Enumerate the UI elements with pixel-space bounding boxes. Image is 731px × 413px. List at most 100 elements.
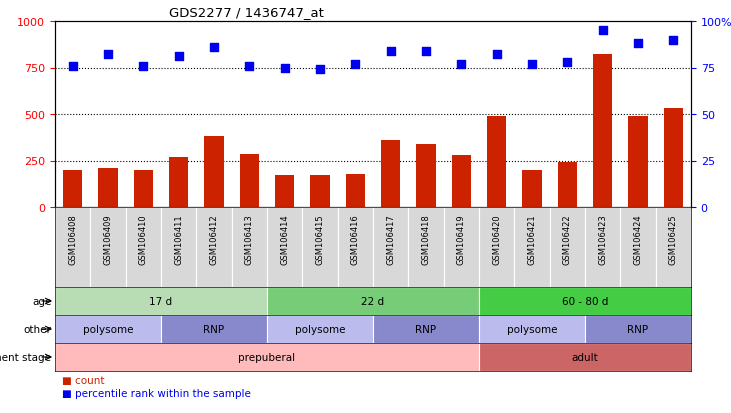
Text: polysome: polysome [295, 324, 345, 334]
Text: 17 d: 17 d [149, 296, 173, 306]
Text: GSM106414: GSM106414 [280, 214, 289, 264]
Text: GSM106417: GSM106417 [386, 214, 395, 264]
Text: GSM106416: GSM106416 [351, 214, 360, 264]
Point [208, 45, 220, 51]
Bar [232, 207, 267, 287]
Point [102, 52, 114, 59]
Text: 22 d: 22 d [361, 296, 385, 306]
Text: adult: adult [572, 352, 599, 362]
Text: ■ percentile rank within the sample: ■ percentile rank within the sample [62, 389, 251, 399]
Bar [310, 176, 330, 207]
Bar [479, 315, 585, 343]
Bar [169, 157, 189, 207]
Bar [197, 207, 232, 287]
Text: RNP: RNP [627, 324, 648, 334]
Bar [593, 55, 613, 207]
Bar [98, 169, 118, 207]
Bar [479, 207, 515, 287]
Bar [161, 207, 197, 287]
Bar [452, 156, 471, 207]
Point [561, 59, 573, 66]
Bar [416, 145, 436, 207]
Bar [240, 154, 259, 207]
Text: GSM106420: GSM106420 [492, 214, 501, 264]
Bar [664, 109, 683, 207]
Bar [126, 207, 161, 287]
Bar [204, 137, 224, 207]
Point [420, 48, 432, 55]
Bar [161, 315, 267, 343]
Text: GSM106422: GSM106422 [563, 214, 572, 264]
Point [667, 37, 679, 44]
Text: GSM106424: GSM106424 [634, 214, 643, 264]
Bar [63, 171, 83, 207]
Point [173, 54, 184, 61]
Text: GSM106418: GSM106418 [422, 214, 431, 264]
Text: GSM106409: GSM106409 [104, 214, 113, 264]
Text: RNP: RNP [415, 324, 436, 334]
Text: GSM106410: GSM106410 [139, 214, 148, 264]
Point [455, 61, 467, 68]
Point [67, 63, 78, 70]
Bar [134, 171, 153, 207]
Text: GSM106425: GSM106425 [669, 214, 678, 264]
Point [526, 61, 538, 68]
Bar [267, 207, 303, 287]
Bar [338, 207, 373, 287]
Text: GSM106421: GSM106421 [528, 214, 537, 264]
Text: GSM106415: GSM106415 [316, 214, 325, 264]
Bar [381, 141, 401, 207]
Bar [550, 207, 585, 287]
Bar [444, 207, 479, 287]
Bar [303, 207, 338, 287]
Text: polysome: polysome [83, 324, 133, 334]
Bar [621, 207, 656, 287]
Point [279, 65, 290, 71]
Bar [585, 315, 691, 343]
Bar [558, 163, 577, 207]
Text: GSM106412: GSM106412 [210, 214, 219, 264]
Text: GSM106419: GSM106419 [457, 214, 466, 264]
Bar [55, 315, 161, 343]
Bar [267, 315, 373, 343]
Text: GSM106411: GSM106411 [174, 214, 183, 264]
Bar [55, 287, 267, 315]
Text: polysome: polysome [507, 324, 557, 334]
Bar [373, 315, 479, 343]
Bar [55, 207, 91, 287]
Bar [346, 174, 365, 207]
Bar [515, 207, 550, 287]
Bar [656, 207, 691, 287]
Text: prepuberal: prepuberal [238, 352, 295, 362]
Bar [409, 207, 444, 287]
Bar [487, 116, 507, 207]
Point [137, 63, 149, 70]
Bar [55, 343, 479, 371]
Bar [585, 207, 621, 287]
Bar [522, 171, 542, 207]
Point [632, 41, 644, 47]
Text: development stage: development stage [0, 352, 51, 362]
Bar [628, 116, 648, 207]
Bar [267, 287, 479, 315]
Point [243, 63, 255, 70]
Point [596, 28, 608, 35]
Text: ■ count: ■ count [62, 375, 105, 385]
Text: GDS2277 / 1436747_at: GDS2277 / 1436747_at [170, 6, 325, 19]
Bar [479, 343, 691, 371]
Bar [275, 176, 295, 207]
Bar [91, 207, 126, 287]
Text: GSM106413: GSM106413 [245, 214, 254, 264]
Text: GSM106408: GSM106408 [68, 214, 77, 264]
Text: RNP: RNP [203, 324, 224, 334]
Point [491, 52, 502, 59]
Text: 60 - 80 d: 60 - 80 d [562, 296, 608, 306]
Point [349, 61, 361, 68]
Point [314, 67, 326, 74]
Text: other: other [23, 324, 51, 334]
Text: age: age [32, 296, 51, 306]
Text: GSM106423: GSM106423 [598, 214, 607, 264]
Bar [479, 287, 691, 315]
Bar [373, 207, 409, 287]
Point [385, 48, 396, 55]
